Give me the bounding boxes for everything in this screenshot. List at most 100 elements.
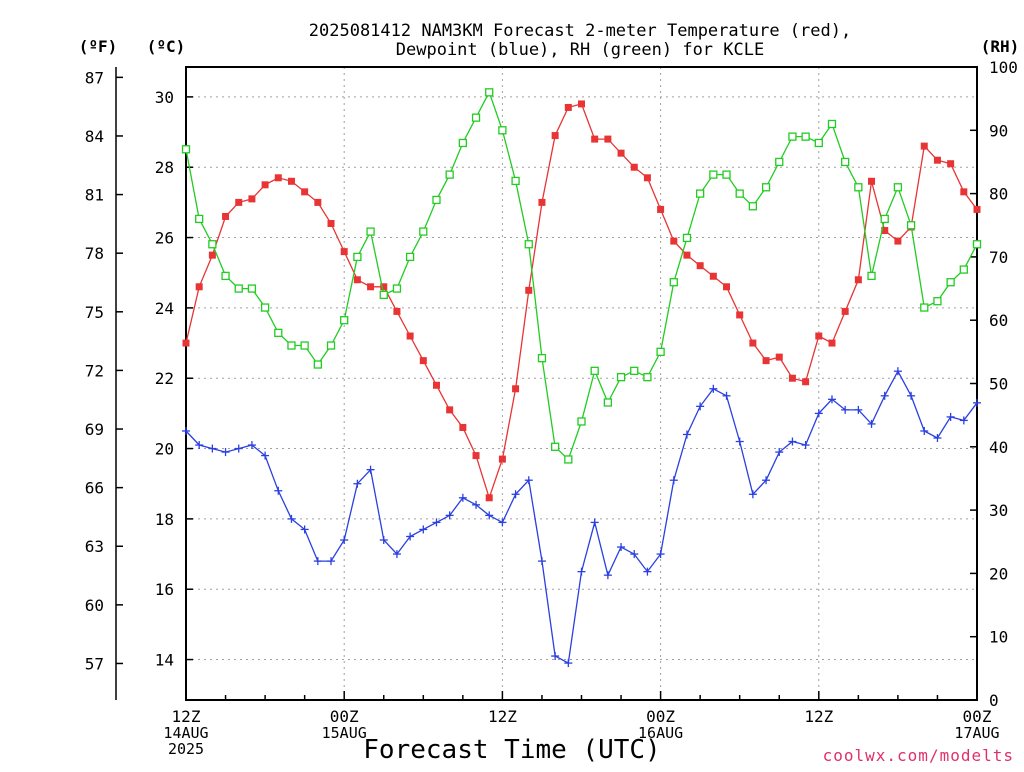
rh-point (854, 183, 863, 192)
dewpoint-point (722, 391, 731, 400)
dewpoint-point (973, 398, 981, 407)
rh-point (630, 366, 639, 375)
dewpoint-point (577, 567, 586, 576)
fahrenheit-tick-label: 63 (85, 537, 104, 556)
temperature-point (815, 332, 823, 340)
dewpoint-point (893, 367, 902, 376)
temperature-point (723, 283, 731, 291)
dewpoint-point (630, 550, 639, 559)
temperature-point (538, 198, 546, 206)
x-tick-label: 12Z (172, 707, 201, 726)
dewpoint-point (762, 476, 771, 485)
dewpoint-point (788, 437, 797, 446)
fahrenheit-tick-label: 84 (85, 127, 104, 146)
dewpoint-point (221, 448, 230, 457)
dewpoint-point (748, 490, 757, 499)
dewpoint-point (537, 557, 546, 566)
dewpoint-point (195, 441, 204, 450)
series-line-temperature (185, 103, 978, 500)
temperature-point (788, 374, 796, 382)
temperature-point (406, 332, 414, 340)
rh-point (247, 284, 257, 293)
rh-point (920, 303, 929, 312)
dewpoint-point (511, 490, 520, 499)
fahrenheit-tick-label: 66 (85, 479, 104, 498)
rh-tick-label: 0 (989, 691, 999, 710)
dewpoint-point (353, 479, 362, 488)
rh-point (353, 252, 362, 262)
dewpoint-point (551, 652, 560, 661)
x-tick-label: 00Z (330, 707, 359, 726)
dewpoint-point (472, 500, 481, 509)
rh-point (722, 170, 731, 179)
chart-title-line-2: Dewpoint (blue), RH (green) for KCLE (396, 40, 764, 60)
temperature-point (485, 494, 493, 502)
dewpoint-point (419, 525, 428, 534)
rh-tick-label: 60 (989, 311, 1008, 330)
rh-tick-label: 80 (989, 185, 1008, 204)
rh-point (419, 227, 428, 236)
temperature-point (551, 132, 559, 140)
temperature-point (894, 237, 902, 245)
celsius-tick-label: 28 (155, 158, 174, 177)
temperature-point (657, 205, 665, 213)
rh-point (577, 417, 586, 426)
temperature-point (854, 276, 862, 284)
rh-point (287, 341, 296, 350)
rh-point (748, 202, 758, 211)
rh-point (761, 183, 771, 192)
temperature-point (736, 311, 744, 319)
temperature-point (630, 163, 638, 171)
temperature-point (248, 195, 256, 203)
dewpoint-point (682, 430, 691, 439)
rh-point (972, 240, 982, 249)
celsius-tick-label: 22 (155, 369, 174, 388)
temperature-point (802, 378, 810, 386)
dewpoint-point (735, 437, 744, 446)
dewpoint-point (313, 557, 322, 566)
credit-label: coolwx.com/modelts (823, 746, 1014, 765)
dewpoint-point (564, 659, 573, 668)
temperature-point (868, 177, 876, 185)
rh-point (392, 284, 402, 293)
dewpoint-point (590, 518, 599, 527)
dewpoint-point (524, 476, 533, 485)
rh-point (841, 157, 850, 167)
fahrenheit-tick-label: 78 (85, 244, 104, 263)
rh-point (498, 126, 507, 135)
rh-point (603, 398, 613, 407)
rh-point (590, 366, 599, 375)
rh-point (537, 354, 547, 363)
rh-point (788, 132, 797, 141)
rh-point (432, 195, 441, 205)
rh-point (933, 297, 942, 306)
temperature-point (749, 339, 757, 347)
temperature-point (933, 156, 941, 164)
rh-point (366, 227, 375, 236)
dewpoint-point (458, 493, 467, 502)
rh-point (511, 176, 520, 186)
rh-point (274, 328, 283, 338)
temperature-point (432, 381, 440, 389)
rh-point (260, 303, 270, 312)
temperature-point (512, 385, 520, 393)
x-tick-label: 15AUG (322, 724, 367, 742)
rh-point (880, 214, 889, 224)
dewpoint-point (775, 448, 784, 457)
x-tick-label: 17AUG (954, 724, 999, 742)
rh-point (221, 271, 230, 281)
temperature-point (841, 307, 849, 315)
rh-point (300, 341, 309, 350)
temperature-point (617, 149, 625, 157)
temperature-point (709, 272, 717, 280)
rh-point (313, 360, 322, 369)
rh-unit-label: (RH) (981, 37, 1020, 56)
rh-tick-label: 90 (989, 121, 1008, 140)
dewpoint-point (801, 441, 810, 450)
temperature-point (182, 339, 190, 347)
temperature-point (947, 160, 955, 168)
rh-point (946, 278, 955, 287)
rh-point (867, 271, 876, 281)
celsius-tick-label: 20 (155, 440, 174, 459)
temperature-point (525, 286, 533, 294)
